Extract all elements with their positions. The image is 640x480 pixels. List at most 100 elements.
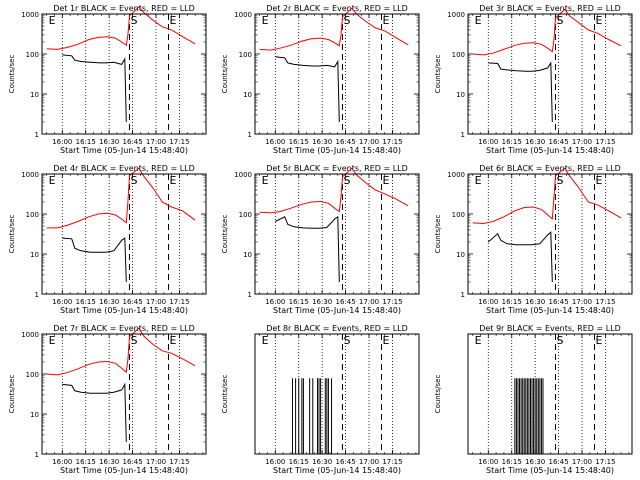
plot-frame	[467, 173, 633, 295]
y-tick-label: 1000	[234, 171, 252, 179]
x-tick-label: 16:15	[76, 138, 96, 146]
marker-label-s: S	[556, 14, 563, 27]
x-tick-label: 17:15	[595, 298, 615, 306]
y-axis-label: Counts/sec	[434, 215, 442, 254]
y-tick-label: 10	[456, 91, 465, 99]
panel-det-2: Det 2r BLACK = Events, RED = LLD 16:00 16:…	[221, 4, 420, 155]
x-tick-label: 16:45	[335, 298, 355, 306]
x-axis-label: Start Time (05-Jun-14 15:48:40)	[60, 146, 188, 155]
plot-frame	[467, 13, 633, 135]
panel-det-1: Det 1r BLACK = Events, RED = LLD 16:00 16:…	[8, 4, 207, 155]
y-tick-label: 10	[456, 251, 465, 259]
x-tick-label: 17:15	[382, 458, 402, 466]
y-tick-label: 10	[243, 251, 252, 259]
marker-label-s: S	[556, 174, 563, 187]
marker-label-s: S	[343, 14, 350, 27]
marker-label-s: S	[343, 174, 350, 187]
y-tick-label: 1000	[21, 331, 39, 339]
y-tick-label: 1000	[234, 11, 252, 19]
x-tick-label: 17:15	[382, 138, 402, 146]
panel-title: Det 3r BLACK = Events, RED = LLD	[479, 4, 621, 13]
panel-det-4: Det 4r BLACK = Events, RED = LLD 16:00 16:…	[8, 164, 207, 315]
marker-label-e: E	[49, 14, 56, 27]
y-axis-label: Counts/sec	[8, 215, 16, 254]
x-tick-label: 17:00	[359, 298, 379, 306]
marker-label-s: S	[130, 174, 137, 187]
x-axis-label: Start Time (05-Jun-14 15:48:40)	[486, 466, 614, 475]
y-tick-label: 1	[248, 291, 252, 299]
x-tick-label: 16:30	[525, 458, 545, 466]
x-tick-label: 16:00	[478, 458, 498, 466]
plot-frame	[254, 333, 420, 455]
x-tick-label: 16:00	[478, 298, 498, 306]
x-axis-label: Start Time (05-Jun-14 15:48:40)	[486, 146, 614, 155]
x-tick-label: 16:45	[122, 458, 142, 466]
x-tick-label: 16:15	[289, 138, 309, 146]
y-axis-label: Counts/sec	[221, 375, 229, 414]
x-tick-label: 16:45	[335, 458, 355, 466]
x-axis-label: Start Time (05-Jun-14 15:48:40)	[273, 146, 401, 155]
y-tick-label: 100	[26, 211, 39, 219]
y-tick-label: 100	[239, 51, 252, 59]
x-tick-label: 16:15	[502, 138, 522, 146]
series-events-line	[275, 215, 340, 283]
marker-label-e: E	[383, 14, 390, 27]
x-tick-label: 17:00	[572, 138, 592, 146]
series-events-line	[488, 61, 553, 123]
x-tick-label: 16:00	[478, 138, 498, 146]
y-tick-label: 1	[35, 291, 39, 299]
y-tick-label: 1000	[21, 171, 39, 179]
y-tick-label: 10	[30, 411, 39, 419]
series-lld-line	[472, 167, 622, 225]
marker-label-e: E	[170, 14, 177, 27]
y-tick-label: 1	[35, 451, 39, 459]
series-lld-line	[46, 327, 196, 376]
panel-title: Det 1r BLACK = Events, RED = LLD	[53, 4, 195, 13]
y-tick-label: 1	[35, 131, 39, 139]
x-tick-label: 17:00	[572, 298, 592, 306]
panel-title: Det 2r BLACK = Events, RED = LLD	[266, 4, 408, 13]
x-tick-label: 16:15	[502, 298, 522, 306]
plot-frame	[467, 333, 633, 455]
series-events-line	[275, 56, 340, 123]
marker-label-e: E	[596, 334, 603, 347]
y-tick-label: 10	[30, 91, 39, 99]
x-tick-label: 16:30	[525, 298, 545, 306]
plot-frame	[41, 333, 207, 455]
y-axis-label: Counts/sec	[8, 55, 16, 94]
panel-det-3: Det 3r BLACK = Events, RED = LLD 16:00 16:…	[434, 4, 633, 155]
x-tick-label: 16:00	[265, 458, 285, 466]
marker-label-e: E	[383, 334, 390, 347]
x-tick-label: 16:30	[525, 138, 545, 146]
marker-label-s: S	[556, 334, 563, 347]
x-axis-label: Start Time (05-Jun-14 15:48:40)	[60, 306, 188, 315]
x-tick-label: 16:00	[265, 138, 285, 146]
y-axis-label: Counts/sec	[221, 55, 229, 94]
panel-det-5: Det 5r BLACK = Events, RED = LLD 16:00 16:…	[221, 164, 420, 315]
x-tick-label: 16:45	[548, 298, 568, 306]
series-lld-line	[259, 7, 409, 51]
y-tick-label: 100	[452, 51, 465, 59]
x-tick-label: 17:00	[146, 458, 166, 466]
y-tick-label: 1000	[447, 171, 465, 179]
y-tick-label: 100	[239, 211, 252, 219]
marker-label-e: E	[49, 334, 56, 347]
marker-label-e: E	[49, 174, 56, 187]
x-tick-label: 16:30	[312, 298, 332, 306]
x-tick-label: 16:45	[335, 138, 355, 146]
panel-det-9: Det 9r BLACK = Events, RED = LLD 16:00 16:…	[434, 324, 633, 475]
x-tick-label: 17:15	[169, 138, 189, 146]
x-tick-label: 16:00	[52, 138, 72, 146]
panel-det-6: Det 6r BLACK = Events, RED = LLD 16:00 16:…	[434, 164, 633, 315]
series-lld-line	[46, 6, 196, 50]
panel-title: Det 4r BLACK = Events, RED = LLD	[53, 164, 195, 173]
panel-title: Det 9r BLACK = Events, RED = LLD	[479, 324, 621, 333]
x-tick-label: 16:30	[99, 458, 119, 466]
marker-label-e: E	[596, 174, 603, 187]
marker-label-s: S	[130, 334, 137, 347]
series-events-line	[62, 382, 127, 443]
y-tick-label: 100	[26, 371, 39, 379]
series-lld-line	[259, 167, 409, 214]
plot-frame	[41, 13, 207, 135]
